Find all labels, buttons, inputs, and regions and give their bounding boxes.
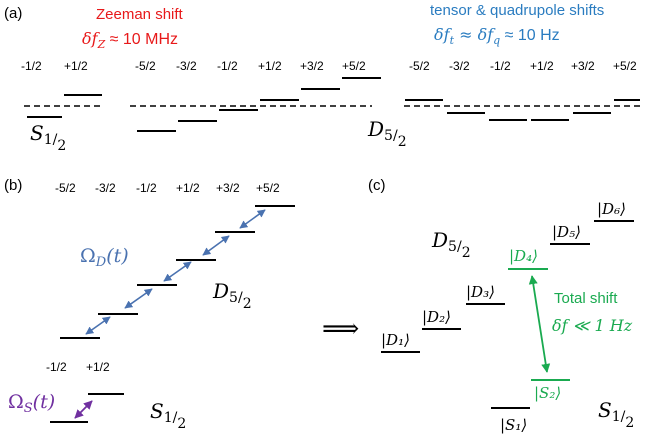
sublevel-label: -1/2 — [490, 59, 511, 73]
sublevel-label: +3/2 — [216, 181, 240, 195]
sublevel-label: -5/2 — [55, 181, 76, 195]
sublevel-label: -1/2 — [46, 360, 67, 374]
panel-c-label: (c) — [368, 177, 386, 194]
coupling-arrow — [202, 235, 230, 256]
tensor-shift-formula: δft ≈ δfq ≈ 10 Hz — [434, 25, 560, 47]
sublevel-label: -5/2 — [409, 59, 430, 73]
sublevel-label: -5/2 — [135, 59, 156, 73]
sublevel-label: -3/2 — [176, 59, 197, 73]
sublevel-label: +1/2 — [64, 59, 88, 73]
ket-d1: |D₁⟩ — [381, 331, 410, 349]
coupling-arrow — [74, 400, 93, 419]
coupling-arrow — [124, 288, 153, 309]
coupling-arrow — [85, 316, 111, 335]
ket-d5: |D₅⟩ — [552, 223, 581, 241]
sublevel-label: -1/2 — [21, 59, 42, 73]
panel-a: (a) Zeeman shift δfZ ≈ 10 MHz tensor & q… — [4, 2, 640, 154]
total-shift-arrow — [528, 275, 551, 373]
ket-d4: |D₄⟩ — [509, 247, 538, 265]
ket-s2: |S₂⟩ — [534, 384, 561, 402]
state-label-d: D5/2 — [367, 117, 407, 150]
sublevel-label: -3/2 — [449, 59, 470, 73]
ket-d3: |D₃⟩ — [466, 283, 495, 301]
panel-b: (b) -5/2 -3/2 -1/2 +1/2 +3/2 +5/2 ΩD(t) … — [4, 177, 359, 432]
total-shift-label: Total shift — [554, 290, 618, 307]
zeeman-shift-title: Zeeman shift — [96, 6, 184, 23]
panel-c: (c) D5/2 |D₁⟩ |D₂⟩ |D₃⟩ |D₄⟩ |D₅⟩ |D₆⟩ T… — [368, 177, 634, 434]
sublevel-label: +5/2 — [342, 59, 366, 73]
sublevel-label: +1/2 — [258, 59, 282, 73]
omega-s-label: ΩS(t) — [8, 391, 55, 416]
implies-arrow: ⟹ — [322, 314, 359, 344]
sublevel-label: +1/2 — [530, 59, 554, 73]
sublevel-label: +1/2 — [86, 360, 110, 374]
ket-d2: |D₂⟩ — [422, 308, 451, 326]
sublevel-label: +3/2 — [300, 59, 324, 73]
panel-b-label: (b) — [4, 177, 22, 194]
state-label-d: D5/2 — [212, 279, 252, 312]
sublevel-label: -1/2 — [217, 59, 238, 73]
state-label-d: D5/2 — [431, 228, 471, 261]
ket-d6: |D₆⟩ — [597, 200, 626, 218]
sublevel-label: -1/2 — [136, 181, 157, 195]
ket-s1: |S₁⟩ — [500, 416, 527, 434]
panel-a-label: (a) — [4, 5, 22, 22]
state-label-s: S1/2 — [598, 398, 634, 431]
sublevel-label: +1/2 — [176, 181, 200, 195]
coupling-arrow — [163, 261, 192, 282]
sublevel-label: +3/2 — [571, 59, 595, 73]
total-shift-formula: δf ≪ 1 Hz — [552, 316, 633, 335]
tensor-shift-title: tensor & quadrupole shifts — [430, 2, 604, 19]
sublevel-label: +5/2 — [613, 59, 637, 73]
sublevel-label: +5/2 — [256, 181, 280, 195]
state-label-s: S1/2 — [150, 399, 186, 432]
sublevel-label: -3/2 — [95, 181, 116, 195]
zeeman-shift-formula: δfZ ≈ 10 MHz — [82, 29, 178, 51]
omega-d-label: ΩD(t) — [80, 245, 129, 270]
coupling-arrow — [239, 209, 266, 229]
state-label-s: S1/2 — [30, 121, 66, 154]
